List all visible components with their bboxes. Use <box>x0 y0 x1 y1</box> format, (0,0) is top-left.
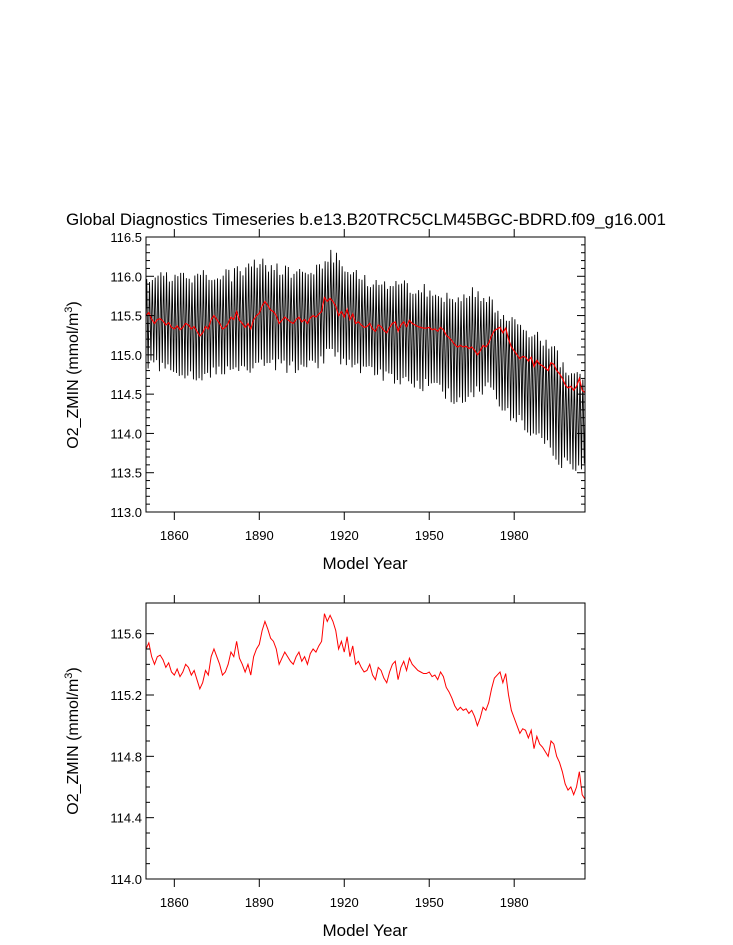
top-y-axis-label-sup: 3 <box>63 307 75 313</box>
y-tick-label: 115.6 <box>110 627 142 642</box>
y-tick-label: 114.0 <box>110 872 142 887</box>
x-tick-label: 1950 <box>415 895 444 910</box>
x-tick-label: 1920 <box>330 528 359 543</box>
y-tick-label: 114.8 <box>110 749 142 764</box>
x-tick-label: 1980 <box>500 528 529 543</box>
y-tick-label: 114.0 <box>110 426 142 441</box>
top-plot-frame <box>145 236 586 513</box>
chart-title: Global Diagnostics Timeseries b.e13.B20T… <box>66 210 666 229</box>
top-panel: 113.0 113.5 114.0 114.5 115.0 115.5 116.0 116.5… <box>63 229 586 573</box>
bottom-panel: 114.0 114.4 114.8 115.2 115.6 1860 1890 1920 19… <box>63 595 586 940</box>
bottom-y-axis-label-close: ) <box>65 667 82 672</box>
top-y-axis-label-main: O2_ZMIN (mmol/m <box>65 313 82 449</box>
top-x-axis-label: Model Year <box>322 554 407 573</box>
y-tick-label: 115.0 <box>110 348 142 363</box>
top-y-axis-label-close: ) <box>65 301 82 306</box>
y-tick-label: 114.5 <box>110 387 142 402</box>
y-tick-label: 116.5 <box>110 230 142 245</box>
y-tick-label: 113.5 <box>110 466 142 481</box>
x-tick-label: 1890 <box>245 895 274 910</box>
y-tick-label: 115.2 <box>110 688 142 703</box>
x-tick-label: 1980 <box>500 895 529 910</box>
x-tick-label: 1890 <box>245 528 274 543</box>
top-y-ticks: 113.0 113.5 114.0 114.5 115.0 115.5 116.0 116.5 <box>110 230 585 520</box>
bottom-y-axis-label-sup: 3 <box>63 673 75 679</box>
x-tick-label: 1950 <box>415 528 444 543</box>
bottom-y-ticks: 114.0 114.4 114.8 115.2 115.6 <box>110 627 585 887</box>
top-monthly-series <box>145 249 586 471</box>
bottom-y-axis-label: O2_ZMIN (mmol/m3) <box>63 667 82 814</box>
annual-mean-line <box>145 613 586 800</box>
top-x-ticks: 1860 1890 1920 1950 1980 <box>160 229 529 543</box>
bottom-x-axis-label: Model Year <box>322 921 407 940</box>
y-tick-label: 113.0 <box>110 505 142 520</box>
x-tick-label: 1860 <box>160 895 189 910</box>
monthly-line <box>145 249 586 471</box>
x-tick-label: 1920 <box>330 895 359 910</box>
bottom-y-axis-label-main: O2_ZMIN (mmol/m <box>65 679 82 815</box>
x-tick-label: 1860 <box>160 528 189 543</box>
bottom-plot-frame <box>145 602 586 880</box>
top-annual-series <box>145 296 586 394</box>
annual-mean-line <box>145 296 586 394</box>
bottom-x-ticks: 1860 1890 1920 1950 1980 <box>160 595 529 910</box>
y-tick-label: 115.5 <box>110 309 142 324</box>
y-tick-label: 116.0 <box>110 269 142 284</box>
top-y-axis-label: O2_ZMIN (mmol/m3) <box>63 301 82 448</box>
bottom-annual-series <box>145 613 586 800</box>
y-tick-label: 114.4 <box>110 811 142 826</box>
